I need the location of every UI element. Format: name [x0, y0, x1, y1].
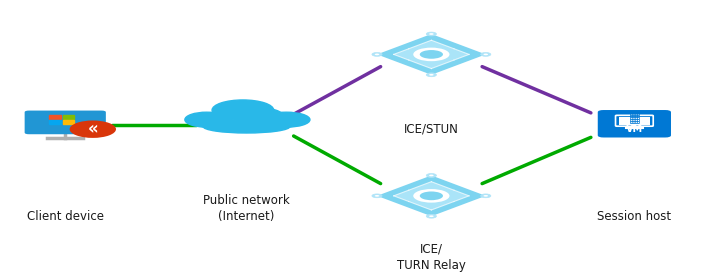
Circle shape — [426, 73, 436, 77]
Ellipse shape — [239, 108, 283, 123]
Text: Public network
(Internet): Public network (Internet) — [203, 194, 290, 223]
Circle shape — [375, 54, 379, 55]
Bar — [49, 120, 60, 124]
Text: ICE/STUN: ICE/STUN — [404, 123, 459, 136]
Ellipse shape — [185, 112, 228, 127]
Text: Client device: Client device — [27, 210, 104, 223]
FancyBboxPatch shape — [25, 110, 106, 134]
Bar — [49, 115, 60, 119]
Circle shape — [70, 120, 116, 138]
Ellipse shape — [203, 120, 290, 133]
Text: VM: VM — [626, 125, 643, 134]
Circle shape — [413, 189, 450, 203]
Circle shape — [429, 175, 434, 176]
Circle shape — [372, 194, 382, 198]
Polygon shape — [394, 40, 469, 69]
Polygon shape — [377, 175, 486, 216]
Text: ICE/
TURN Relay: ICE/ TURN Relay — [397, 243, 465, 272]
Circle shape — [484, 54, 488, 55]
Text: ▦: ▦ — [629, 112, 640, 125]
Circle shape — [481, 194, 491, 198]
Text: Session host: Session host — [597, 210, 671, 223]
Text: «: « — [88, 120, 98, 138]
Circle shape — [420, 191, 443, 200]
Bar — [62, 115, 74, 119]
Circle shape — [484, 195, 488, 197]
Circle shape — [426, 174, 436, 177]
Circle shape — [481, 52, 491, 56]
Ellipse shape — [262, 112, 310, 127]
Circle shape — [375, 195, 379, 197]
Circle shape — [413, 48, 450, 61]
Circle shape — [420, 50, 443, 59]
Polygon shape — [377, 34, 486, 75]
Circle shape — [426, 214, 436, 218]
Circle shape — [426, 32, 436, 36]
FancyBboxPatch shape — [597, 110, 671, 137]
Ellipse shape — [212, 100, 274, 120]
Polygon shape — [394, 182, 469, 210]
Circle shape — [372, 52, 382, 56]
FancyBboxPatch shape — [619, 117, 650, 125]
Circle shape — [429, 33, 434, 35]
Circle shape — [429, 215, 434, 217]
Circle shape — [429, 74, 434, 76]
Bar — [62, 120, 74, 124]
